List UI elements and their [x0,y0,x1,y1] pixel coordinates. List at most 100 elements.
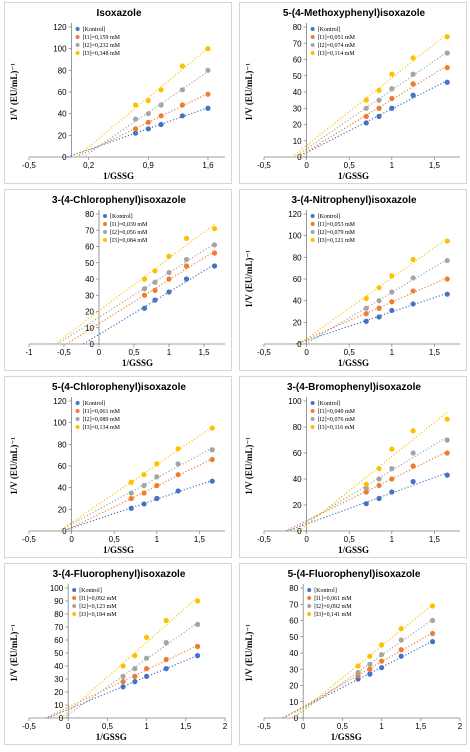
data-point-series-4 [205,46,211,52]
data-point-series-3 [363,485,369,491]
data-point-series-4 [209,425,215,431]
y-tick-label: 0 [62,527,67,536]
x-tick-label: 0,5 [344,535,356,544]
data-point-series-2 [128,495,134,502]
y-axis-label: 1/V (EU/mL)⁻¹ [9,437,19,495]
data-point-series-2 [429,630,436,637]
data-point-series-1 [194,653,201,659]
data-point-series-4 [363,97,369,103]
y-tick-label: 0 [62,153,67,162]
data-point-series-1 [132,130,139,136]
data-point-series-1 [163,666,169,672]
chart-title: 5-(4-Chlorophenyl)isoxazole [52,382,186,393]
data-point-series-1 [205,105,211,111]
data-point-series-4 [120,663,126,669]
x-tick-label: 0,5 [344,161,356,170]
x-tick-label: 0,5 [102,722,114,731]
y-tick-label: 30 [293,104,302,113]
data-point-series-4 [444,238,450,244]
data-point-series-4 [152,268,158,274]
data-point-series-3 [363,105,369,111]
fit-line-series-3 [292,618,433,719]
data-point-series-3 [132,666,138,672]
x-axis-label: 1/GSSG [331,732,362,742]
data-point-series-1 [429,639,436,645]
data-point-series-1 [183,276,190,282]
x-tick-label: -0,5 [22,535,36,544]
legend-marker [103,230,107,234]
fit-line-series-4 [292,604,433,719]
y-tick-label: 20 [85,308,94,317]
data-point-series-4 [132,102,139,108]
fit-line-series-2 [297,65,448,158]
x-tick-label: -0,5 [257,722,271,731]
data-point-series-1 [363,501,369,507]
y-tick-label: 80 [58,440,67,449]
fit-line-series-4 [291,33,448,158]
data-point-series-3 [175,461,181,467]
chart-title: 5-(4-Methoxyphenyl)isoxazole [283,8,426,19]
y-tick-label: 10 [85,324,94,333]
data-point-series-4 [144,634,150,640]
y-tick-label: 120 [288,210,302,219]
data-point-series-1 [376,314,382,320]
x-tick-label: -0,5 [257,348,271,357]
x-tick-label: 1 [379,722,384,731]
y-tick-label: 30 [289,665,298,674]
y-tick-label: 50 [293,72,302,81]
y-tick-label: 40 [293,88,302,97]
x-tick-label: 0 [301,722,306,731]
chart-title: 3-(4-Chlorophenyl)isoxazole [52,195,186,206]
data-point-series-3 [376,97,382,103]
y-tick-label: 20 [58,131,67,140]
chart-svg: 5-(4-Chlorophenyl)isoxazole -0,5 0 0,5 1 1,5 0… [9,382,225,555]
y-tick-label: 80 [293,423,302,432]
y-axis-label: 1/V (EU/mL)⁻¹ [9,624,19,682]
data-point-series-1 [120,684,126,690]
y-tick-label: 80 [289,584,298,593]
data-point-series-2 [410,288,416,294]
fit-line-series-3 [63,622,198,719]
data-point-series-2 [398,647,404,653]
data-point-series-4 [389,446,395,452]
x-tick-label: 2 [223,722,228,731]
data-point-series-3 [444,50,450,56]
x-tick-label: 0,9 [143,161,155,170]
data-point-series-4 [379,642,385,648]
data-point-series-3 [389,466,395,472]
x-tick-label: 1 [390,535,395,544]
legend-marker [75,43,80,47]
legend-entry: [I1]=0,051 mM [318,35,356,41]
legend-entry: [I3]=0,116 mM [318,425,356,431]
data-point-series-4 [128,479,134,485]
data-point-series-3 [211,242,218,248]
data-point-series-4 [410,55,416,61]
chart-panel-5: 5-(4-Chlorophenyl)isoxazole -0,5 0 0,5 1 1,5 0… [4,376,232,558]
data-point-series-1 [175,488,181,494]
data-point-series-1 [410,479,416,485]
data-point-series-1 [389,105,395,111]
legend-entry: [I1]=0,039 mM [110,222,148,228]
y-tick-label: 10 [293,137,302,146]
x-tick-label: 2 [458,722,463,731]
data-point-series-2 [175,472,181,478]
x-tick-label: 1 [390,161,395,170]
data-point-series-1 [152,297,158,303]
legend-marker [72,604,77,608]
y-tick-label: 80 [58,66,67,75]
data-point-series-1 [444,472,450,478]
data-point-series-4 [376,466,382,472]
legend-entry: [I2]=0,076 mM [318,417,356,423]
data-point-series-2 [367,666,373,672]
data-point-series-4 [163,617,169,624]
x-axis-label: 1/GSSG [338,358,369,368]
data-point-series-2 [154,482,160,489]
data-point-series-1 [144,673,150,679]
x-tick-label: 1,5 [415,722,427,731]
y-tick-label: 100 [53,45,67,54]
data-point-series-2 [211,250,218,256]
legend-entry: [I1]=0,092 mM [79,596,117,602]
data-point-series-2 [132,126,139,132]
data-point-series-4 [158,87,164,93]
x-tick-label: 1,5 [429,161,441,170]
